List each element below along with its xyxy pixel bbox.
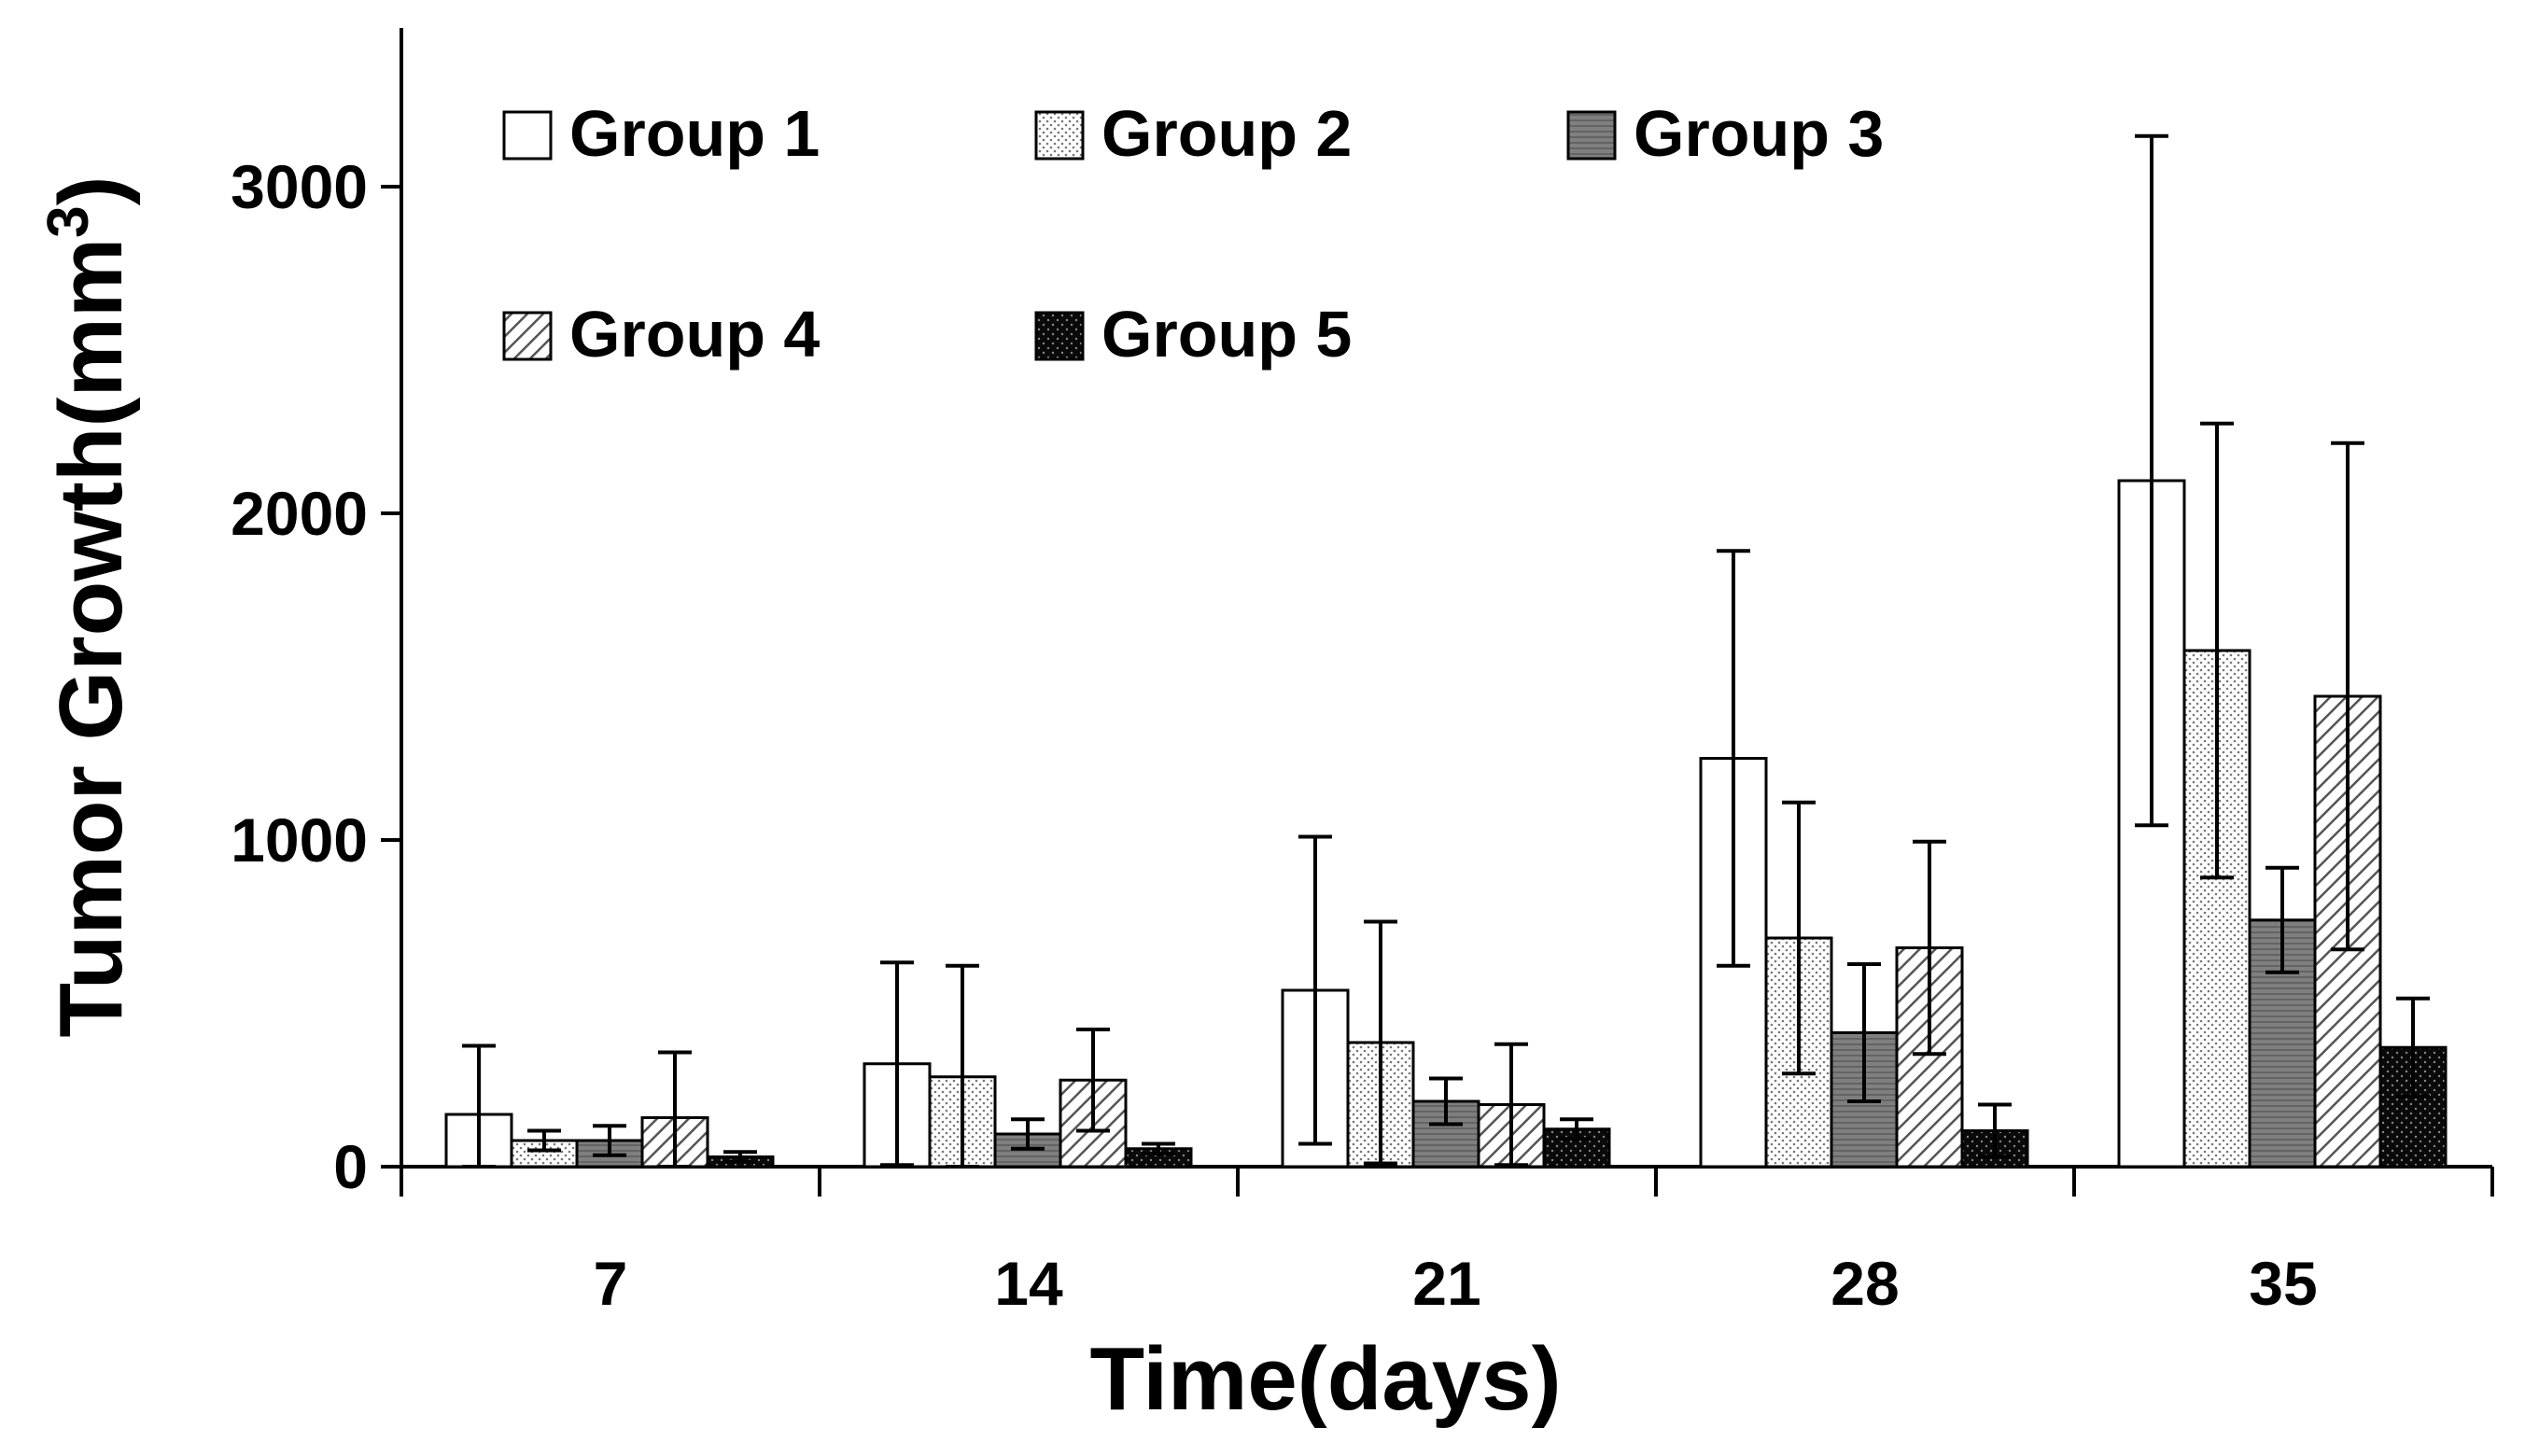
y-axis-title-base: Tumor Growth(mm	[41, 238, 141, 1038]
legend-swatch	[1034, 110, 1085, 161]
legend-label: Group 5	[1101, 298, 1352, 371]
x-axis: 7 14 21 28 35	[400, 1165, 2494, 1318]
legend-label: Group 2	[1101, 97, 1352, 170]
x-tick-label: 35	[2249, 1249, 2317, 1318]
bar-series	[444, 133, 2448, 1169]
legend-label: Group 4	[569, 298, 820, 371]
legend-label: Group 3	[1634, 97, 1884, 170]
legend-swatch	[1034, 311, 1085, 361]
y-tick-label: 3000	[231, 152, 368, 221]
x-tick-label: 21	[1412, 1249, 1480, 1318]
y-axis: 0 1000 2000 3000	[231, 28, 403, 1201]
y-tick-label: 2000	[231, 479, 368, 548]
legend-swatch	[1566, 110, 1617, 161]
legend-label: Group 1	[569, 97, 820, 170]
y-axis-title-close: )	[41, 175, 141, 205]
y-tick-label: 1000	[231, 805, 368, 875]
x-tick-label: 28	[1831, 1249, 1899, 1318]
bar	[2378, 1045, 2448, 1169]
x-tick-label: 7	[594, 1249, 628, 1318]
x-axis-title: Time(days)	[1089, 1329, 1561, 1429]
y-tick-label: 0	[333, 1132, 368, 1201]
x-tick-label: 14	[994, 1249, 1063, 1318]
y-axis-title-superscript: 3	[36, 205, 101, 237]
legend-swatch	[502, 311, 553, 361]
legend: Group 1 Group 2 Group 3 Group 4 Group 5	[502, 97, 1884, 371]
legend-swatch	[502, 110, 553, 161]
y-axis-title: Tumor Growth(mm3)	[36, 175, 141, 1037]
